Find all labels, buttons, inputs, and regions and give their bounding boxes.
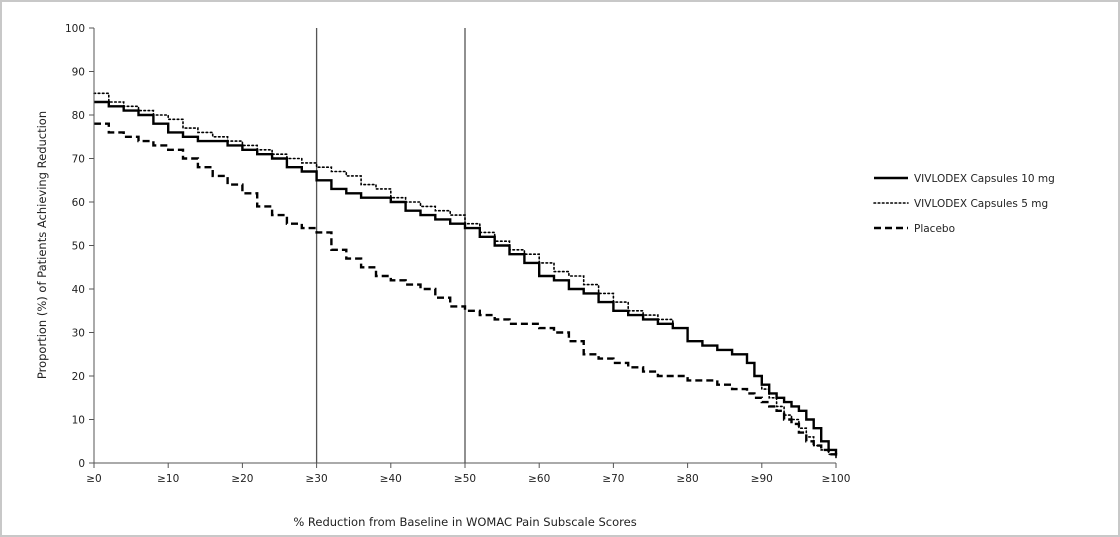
reference-lines bbox=[315, 28, 466, 463]
x-tick-label-0: ≥0 bbox=[86, 473, 101, 485]
y-tick-label-20: 20 bbox=[72, 371, 85, 383]
y-tick-label-10: 10 bbox=[72, 415, 85, 427]
y-tick-label-90: 90 bbox=[72, 67, 85, 79]
series-layer bbox=[93, 92, 838, 460]
y-tick-label-70: 70 bbox=[72, 154, 85, 166]
y-tick-label-50: 50 bbox=[72, 241, 85, 253]
y-ticks: 0 10 20 30 40 50 60 70 80 90 100 bbox=[65, 23, 94, 470]
x-tick-label-80: ≥80 bbox=[677, 473, 699, 485]
legend-item-5mg: VIVLODEX Capsules 5 mg bbox=[873, 198, 1048, 210]
legend: VIVLODEX Capsules 10 mg VIVLODEX Capsule… bbox=[873, 173, 1055, 235]
y-axis-title: Proportion (%) of Patients Achieving Red… bbox=[35, 111, 49, 379]
y-tick-label-80: 80 bbox=[72, 110, 85, 122]
legend-label-placebo: Placebo bbox=[914, 223, 955, 235]
x-tick-label-10: ≥10 bbox=[157, 473, 179, 485]
x-tick-label-40: ≥40 bbox=[380, 473, 402, 485]
y-tick-label-40: 40 bbox=[72, 284, 85, 296]
y-tick-label-100: 100 bbox=[65, 23, 85, 35]
series-line-5mg bbox=[93, 92, 837, 460]
legend-label-10mg: VIVLODEX Capsules 10 mg bbox=[914, 173, 1055, 185]
legend-item-placebo: Placebo bbox=[874, 223, 955, 235]
y-tick-label-60: 60 bbox=[72, 197, 85, 209]
y-tick-label-0: 0 bbox=[78, 458, 85, 470]
legend-label-5mg: VIVLODEX Capsules 5 mg bbox=[914, 198, 1048, 210]
x-axis-title: % Reduction from Baseline in WOMAC Pain … bbox=[293, 515, 636, 529]
x-tick-label-100: ≥100 bbox=[822, 473, 851, 485]
x-tick-label-90: ≥90 bbox=[751, 473, 773, 485]
y-tick-label-30: 30 bbox=[72, 328, 85, 340]
x-tick-label-30: ≥30 bbox=[306, 473, 328, 485]
x-tick-label-60: ≥60 bbox=[528, 473, 550, 485]
series-line-placebo bbox=[94, 122, 838, 459]
x-tick-label-70: ≥70 bbox=[602, 473, 624, 485]
x-ticks: ≥0 ≥10 ≥20 ≥30 ≥40 ≥50 ≥60 ≥70 ≥80 ≥90 ≥100 bbox=[86, 463, 850, 485]
x-tick-label-20: ≥20 bbox=[231, 473, 253, 485]
x-tick-label-50: ≥50 bbox=[454, 473, 476, 485]
legend-item-10mg: VIVLODEX Capsules 10 mg bbox=[874, 173, 1055, 185]
